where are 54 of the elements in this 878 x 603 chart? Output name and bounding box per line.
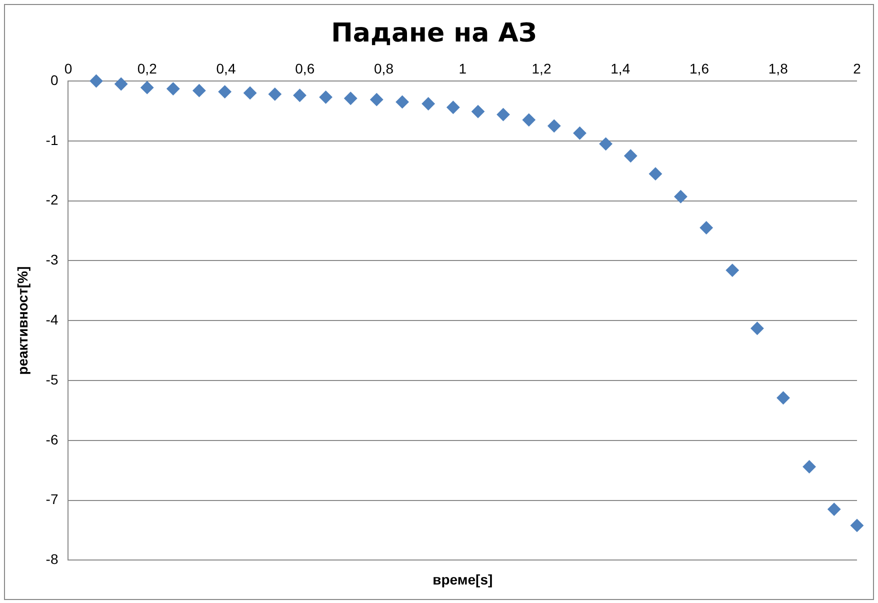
point [90,74,103,88]
point [802,460,816,474]
y-tick-label: -7 [46,491,58,508]
point [344,92,358,105]
y-tick-label: -8 [46,551,58,568]
x-tick-label: 0,8 [374,60,394,76]
point [319,90,332,104]
x-tick-label: 2 [853,60,862,76]
y-tick-label: -5 [46,371,58,388]
y-tick-label: 0 [50,72,58,88]
x-axis-title: време[s] [432,571,493,588]
x-tick-label: 1,4 [610,60,630,76]
x-tick-label: 0,2 [137,60,158,76]
point [624,149,638,162]
y-tick-label: -4 [46,311,58,328]
point [370,93,384,106]
point [750,322,764,335]
y-axis-title: реактивност[%] [14,266,30,375]
y-tick-label: -6 [46,431,58,448]
point [268,88,282,101]
y-tick-label: -3 [46,252,58,268]
point [192,84,206,98]
point [648,167,662,180]
y-tick-label: -2 [46,192,58,208]
point [522,113,536,126]
x-tick-label: 1 [458,60,467,76]
point [114,77,128,90]
x-tick-label: 1,2 [532,60,552,76]
point [140,81,154,94]
point [472,105,485,118]
point [776,391,790,404]
point [166,82,180,96]
x-tick-label: 1,6 [690,60,710,76]
point [726,264,739,277]
x-tick-label: 0,6 [295,60,315,76]
chart-title: Падане на АЗ [331,18,537,48]
point [828,502,841,516]
point [218,85,232,98]
point [548,119,561,132]
point [396,95,409,108]
point [422,97,435,110]
point [446,100,460,114]
point [674,190,688,204]
point [244,86,257,100]
point [599,137,612,150]
point [496,108,510,122]
point [573,126,586,140]
x-tick-label: 0,4 [216,60,236,76]
y-tick-label: -1 [46,132,58,148]
point [850,518,864,532]
point [700,221,713,234]
x-tick-label: 0 [64,60,72,76]
point [293,88,306,102]
x-tick-label: 1,8 [768,60,788,76]
